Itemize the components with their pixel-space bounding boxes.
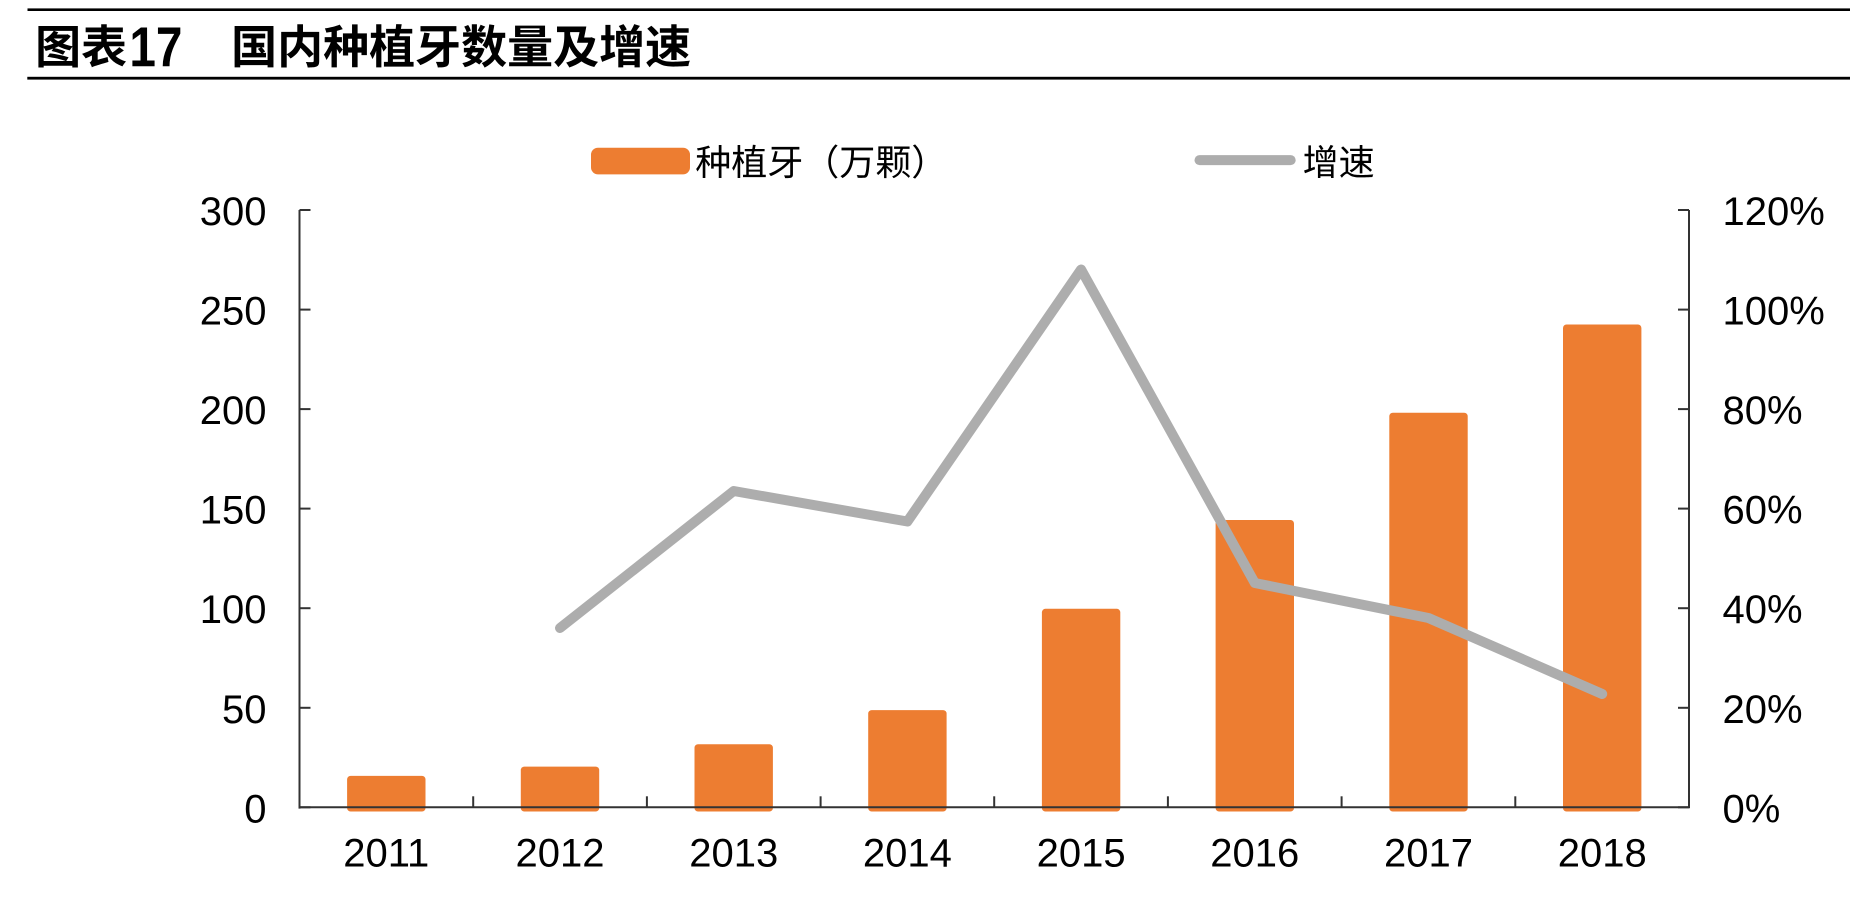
svg-text:40%: 40%: [1723, 588, 1803, 632]
svg-text:250: 250: [200, 290, 267, 334]
svg-text:50: 50: [222, 688, 267, 732]
svg-text:100: 100: [200, 588, 267, 632]
svg-text:100%: 100%: [1723, 290, 1825, 334]
svg-text:2012: 2012: [516, 832, 605, 876]
svg-text:120%: 120%: [1723, 190, 1825, 234]
svg-text:0%: 0%: [1723, 787, 1781, 831]
svg-text:2016: 2016: [1210, 832, 1299, 876]
svg-text:2015: 2015: [1037, 832, 1126, 876]
svg-text:2018: 2018: [1558, 832, 1647, 876]
svg-text:2011: 2011: [343, 832, 429, 876]
svg-text:200: 200: [200, 389, 267, 433]
svg-text:80%: 80%: [1723, 389, 1803, 433]
svg-text:2013: 2013: [689, 832, 778, 876]
svg-text:20%: 20%: [1723, 688, 1803, 732]
svg-text:150: 150: [200, 489, 267, 533]
svg-text:60%: 60%: [1723, 489, 1803, 533]
svg-text:300: 300: [200, 190, 267, 234]
svg-text:0: 0: [244, 787, 266, 831]
svg-text:2017: 2017: [1384, 832, 1473, 876]
svg-text:2014: 2014: [863, 832, 952, 876]
